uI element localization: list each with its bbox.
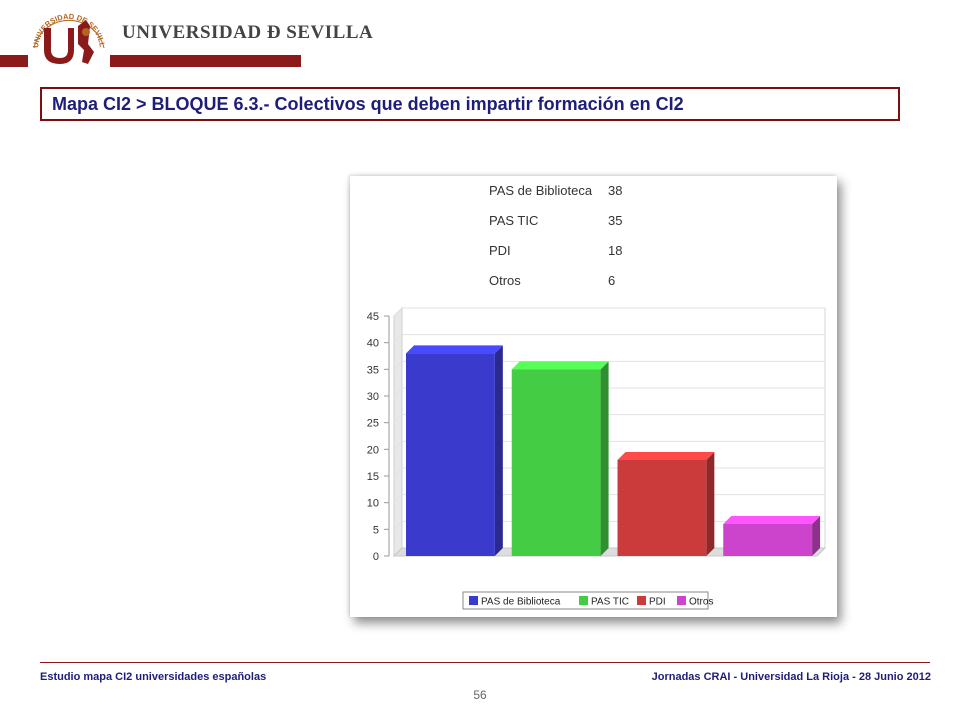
slide-title-box: Mapa CI2 > BLOQUE 6.3.- Colectivos que d…: [40, 87, 900, 121]
bar-side: [494, 345, 503, 556]
legend-label: PAS TIC: [591, 597, 629, 608]
grid-line-side: [393, 520, 403, 530]
legend-swatch: [579, 596, 588, 605]
table-value: 6: [608, 273, 615, 288]
y-tick-label: 30: [367, 391, 379, 403]
slide-title: Mapa CI2 > BLOQUE 6.3.- Colectivos que d…: [52, 93, 684, 114]
table-label: PDI: [489, 243, 511, 258]
grid-line-side: [393, 360, 403, 370]
y-tick-label: 0: [373, 551, 379, 563]
grid-line-side: [393, 307, 403, 317]
legend-label: PAS de Biblioteca: [481, 597, 561, 608]
bar-side: [812, 516, 821, 556]
chart-panel: PAS de Biblioteca 38 PAS TIC 35 PDI 18 Otros 6 0…: [350, 176, 837, 617]
table-label: Otros: [489, 273, 521, 288]
bar: [723, 524, 813, 556]
bar: [617, 460, 707, 556]
grid-line-side: [393, 387, 403, 397]
y-tick-label: 10: [367, 498, 379, 510]
legend-label: PDI: [649, 597, 666, 608]
table-value: 35: [608, 213, 622, 228]
legend-label: Otros: [689, 597, 713, 608]
university-seal-logo: UNIVERSIDAD DE SEVILLA: [28, 4, 107, 64]
page-number: 56: [473, 688, 487, 702]
y-tick-label: 40: [367, 338, 379, 350]
bar: [406, 353, 495, 556]
table-label: PAS TIC: [489, 213, 538, 228]
grid-line-side: [393, 440, 403, 450]
y-tick-label: 15: [367, 471, 379, 483]
bar-top: [511, 361, 609, 370]
bar: [511, 369, 601, 556]
bar-top: [723, 516, 821, 524]
bar-chart: PAS de Biblioteca 38 PAS TIC 35 PDI 18 Otros 6 0…: [367, 183, 827, 610]
y-tick-label: 25: [367, 418, 379, 430]
bar-top: [406, 345, 503, 354]
bar-side: [600, 361, 609, 556]
y-tick-label: 20: [367, 444, 379, 456]
table-value: 18: [608, 243, 622, 258]
bar-side: [706, 452, 715, 556]
university-name: UNIVERSIDAD Ð SEVILLA: [122, 22, 374, 43]
plot-side-wall: [393, 306, 403, 558]
y-tick-label: 45: [367, 311, 379, 323]
grid-line-side: [393, 494, 403, 504]
y-tick-label: 35: [367, 364, 379, 376]
legend-swatch: [637, 596, 646, 605]
table-label: PAS de Biblioteca: [489, 183, 593, 198]
footer-event: Jornadas CRAI - Universidad La Rioja - 2…: [651, 671, 931, 683]
bar-top: [617, 452, 715, 460]
header-bar-right: [110, 55, 301, 67]
footer-study-title: Estudio mapa CI2 universidades españolas: [40, 671, 267, 683]
grid-line-side: [393, 414, 403, 424]
table-value: 38: [608, 183, 622, 198]
header-bar-left: [0, 55, 28, 67]
legend-swatch: [469, 596, 478, 605]
grid-line-side: [393, 334, 403, 344]
y-tick-label: 5: [373, 524, 379, 536]
svg-text:UNIVERSIDAD DE SEVILLA: UNIVERSIDAD DE SEVILLA: [28, 4, 107, 48]
grid-line-side: [393, 467, 403, 477]
footer-divider: [40, 662, 930, 663]
legend-swatch: [677, 596, 686, 605]
